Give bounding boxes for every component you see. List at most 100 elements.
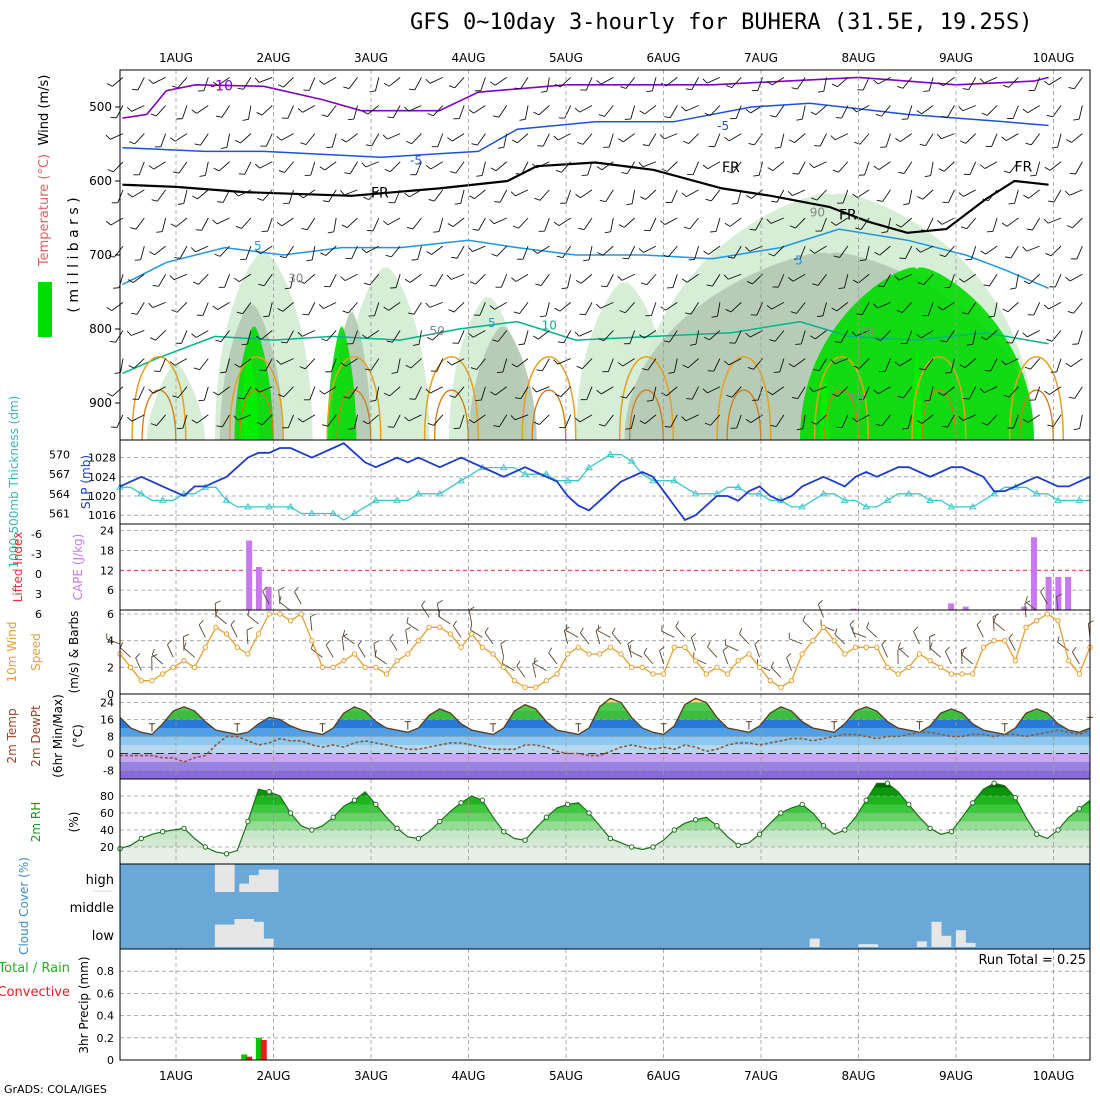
wind-barb-feather bbox=[150, 113, 157, 117]
wind-barb bbox=[1005, 358, 1019, 366]
wind-barb bbox=[268, 302, 273, 317]
wind-barb-feather bbox=[958, 415, 964, 421]
temp-contour-20 bbox=[726, 389, 762, 441]
wind-barb bbox=[944, 245, 955, 257]
wind-barb bbox=[772, 161, 785, 171]
wind-barb-feather bbox=[451, 256, 458, 259]
wind-barb bbox=[414, 77, 422, 90]
wind-barb bbox=[736, 414, 742, 429]
wind-speed-marker bbox=[628, 664, 635, 671]
wind-barb bbox=[538, 414, 550, 425]
wind-barb bbox=[309, 616, 313, 631]
wind-barb bbox=[648, 133, 657, 146]
wind-barb bbox=[182, 414, 188, 429]
wind-barb-feather bbox=[596, 389, 602, 395]
wind-barb bbox=[374, 302, 380, 316]
wind-barb bbox=[862, 77, 870, 91]
wind-barb-feather bbox=[1025, 596, 1028, 603]
wind-barb bbox=[567, 274, 572, 288]
wind-barb bbox=[454, 386, 465, 398]
wind-barb-feather bbox=[489, 305, 495, 310]
temp-minmax-bar bbox=[404, 721, 411, 730]
wind-barb-feather bbox=[237, 87, 244, 90]
wind-barb bbox=[341, 636, 345, 651]
wind-barb bbox=[908, 189, 913, 204]
wind-barb bbox=[1015, 274, 1019, 289]
wind-barb bbox=[842, 189, 849, 204]
wind-barb bbox=[899, 358, 913, 367]
wind-barb-feather bbox=[156, 231, 163, 233]
rh-marker bbox=[309, 827, 315, 833]
wind-barb-feather bbox=[327, 231, 334, 234]
wind-barb bbox=[259, 386, 273, 393]
cloud-bar-low bbox=[224, 924, 235, 947]
wind-barb-feather bbox=[976, 620, 982, 626]
wind-barb bbox=[921, 414, 934, 424]
temp-contour-15 bbox=[618, 356, 674, 441]
wind-barb-feather bbox=[873, 165, 880, 170]
wind-barb-feather bbox=[213, 167, 220, 172]
wind-barb-feather bbox=[596, 80, 602, 85]
wind-barb bbox=[944, 651, 952, 665]
wind-barb-feather bbox=[961, 647, 968, 651]
wind-barb bbox=[923, 273, 934, 285]
wind-barb bbox=[799, 245, 806, 260]
wind-barb-feather bbox=[787, 191, 793, 196]
cape-bar bbox=[265, 586, 272, 610]
wind-barb bbox=[689, 217, 699, 230]
wind-barb bbox=[135, 657, 142, 671]
wind-barb-feather bbox=[706, 284, 713, 287]
wind-barb-feather bbox=[683, 140, 689, 144]
wind-barb bbox=[451, 133, 465, 142]
wind-barb bbox=[370, 358, 380, 371]
wind-barb-feather bbox=[484, 627, 489, 633]
wind-barb-feather bbox=[183, 642, 187, 649]
wind-barb-feather bbox=[284, 287, 291, 290]
wind-barb-feather bbox=[661, 392, 667, 397]
wind-barb bbox=[1009, 161, 1019, 174]
wind-barb bbox=[707, 386, 721, 394]
rh-marker bbox=[586, 810, 592, 816]
wind-barb-feather bbox=[988, 315, 995, 318]
wind-speed-marker bbox=[596, 651, 603, 657]
wind-barb bbox=[968, 386, 977, 400]
wind-barb-feather bbox=[618, 224, 625, 228]
wind-barb-feather bbox=[1088, 620, 1094, 624]
rh-marker bbox=[287, 810, 294, 816]
wind-barb-feather bbox=[363, 196, 369, 201]
wind-barb bbox=[174, 358, 188, 366]
wind-barb-feather bbox=[1065, 276, 1071, 282]
cloud-bar-low bbox=[244, 919, 255, 947]
wind-barb bbox=[181, 105, 188, 119]
wind-speed-marker bbox=[554, 671, 560, 677]
wind-barb-feather bbox=[374, 650, 377, 657]
rh-marker bbox=[799, 801, 805, 808]
wind-barb bbox=[993, 302, 998, 317]
wind-barb-feather bbox=[109, 340, 116, 343]
wind-barb bbox=[458, 105, 465, 119]
wind-barb bbox=[323, 301, 337, 309]
rh-marker bbox=[479, 797, 486, 803]
wind-barb-feather bbox=[427, 113, 434, 117]
wind-barb bbox=[920, 245, 934, 253]
wind-speed-marker bbox=[831, 637, 837, 644]
wind-barb bbox=[823, 77, 827, 92]
rh-marker bbox=[223, 851, 230, 857]
wind-barb bbox=[539, 189, 550, 201]
wind-barb bbox=[669, 330, 678, 343]
wind-barb-feather bbox=[1048, 200, 1055, 203]
wind-barb-feather bbox=[1044, 166, 1051, 171]
wind-barb-feather bbox=[916, 333, 922, 339]
wind-speed-marker bbox=[575, 644, 582, 651]
rh-marker bbox=[692, 817, 699, 823]
temp-contour-minus10 bbox=[122, 76, 1049, 119]
cape-bar bbox=[246, 540, 253, 610]
wind-barb bbox=[546, 77, 550, 92]
temp-band bbox=[120, 762, 1090, 771]
wind-speed-marker bbox=[447, 631, 454, 637]
rh-marker bbox=[458, 800, 464, 806]
wind-barb-feather bbox=[428, 198, 435, 202]
wind-barb-feather bbox=[1067, 310, 1074, 314]
wind-barb bbox=[388, 301, 401, 311]
wind-barb bbox=[137, 386, 145, 400]
